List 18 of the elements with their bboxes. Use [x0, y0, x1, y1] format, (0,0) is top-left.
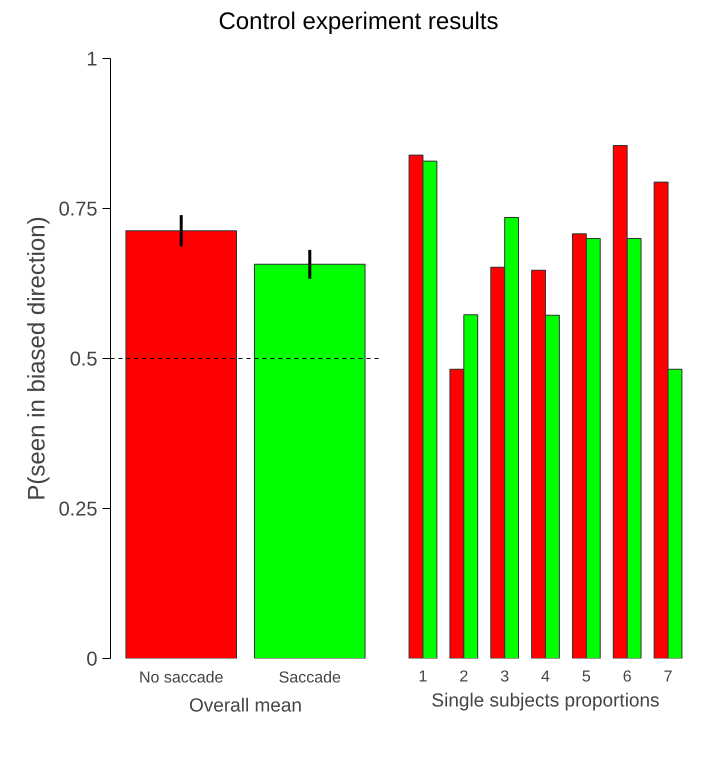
x-axis-title: Single subjects proportions — [431, 690, 660, 712]
y-tick-label: 1 — [86, 48, 98, 70]
x-tick-label: 3 — [500, 668, 510, 686]
y-tick-label: 0.5 — [70, 348, 98, 370]
x-tick-label: Saccade — [278, 670, 342, 686]
chart-title: Control experiment results — [218, 7, 499, 37]
x-tick-label: 4 — [541, 668, 550, 686]
x-tick-label: 2 — [459, 668, 468, 686]
y-tick-label: 0 — [86, 648, 98, 670]
x-tick-label: 1 — [418, 668, 428, 686]
x-axis-title: Overall mean — [189, 696, 302, 716]
x-tick-label: 5 — [582, 668, 591, 686]
x-tick-label: 6 — [622, 668, 632, 686]
y-axis-title: P(seen in biased direction) — [24, 216, 51, 501]
x-tick-label: No saccade — [138, 670, 224, 686]
y-tick-label: 0.75 — [58, 198, 98, 220]
x-tick-label: 7 — [664, 668, 673, 686]
y-tick-label: 0.25 — [58, 498, 98, 520]
